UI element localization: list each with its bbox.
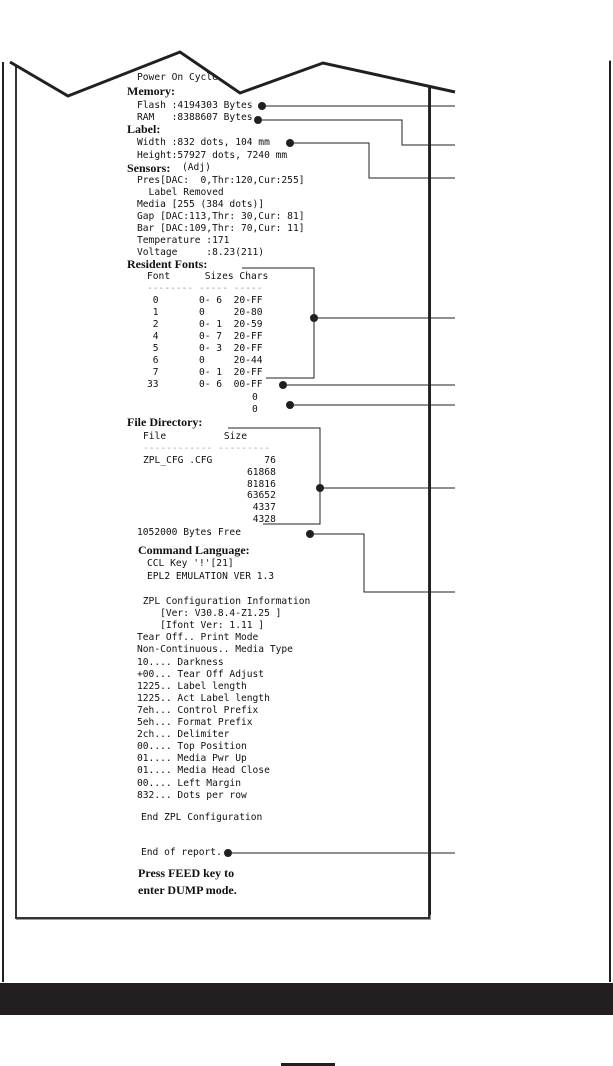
fonts-bracket — [242, 267, 315, 379]
bytes-free: 1052000 Bytes Free — [137, 527, 241, 538]
callout-ram — [258, 119, 455, 146]
ram-line: RAM :8388607 Bytes — [137, 112, 253, 123]
zpl-config-line: 01.... Media Pwr Up — [137, 753, 247, 765]
zpl-config-line: 00.... Top Position — [137, 741, 247, 753]
fonts-rule: -------- ----- ----- — [147, 283, 263, 294]
font-row: 7 0- 1 20-FF — [147, 367, 263, 378]
fonts-header: Resident Fonts: — [127, 257, 208, 271]
file-row: 63652 — [143, 490, 276, 502]
zpl-config-line: 01.... Media Head Close — [137, 765, 270, 777]
callout-dot — [286, 401, 294, 409]
zpl-config-line: 00.... Left Margin — [137, 777, 241, 789]
font-row: 1 0 20-80 — [147, 307, 263, 318]
sensor-line: Temperature :171 — [137, 235, 230, 246]
zpl-config-line: [Ifont Ver: 1.11 ] — [137, 620, 265, 632]
callout-dot — [316, 484, 324, 492]
sensor-line: Media [255 (384 dots)] — [137, 199, 265, 210]
callout-dot — [279, 381, 287, 389]
memory-header: Memory: — [127, 84, 175, 98]
sensor-line: Label Removed — [137, 187, 224, 198]
page-number-bar — [281, 1063, 335, 1066]
zpl-config-line: Tear Off.. Print Mode — [137, 632, 259, 644]
file-row: 61868 — [143, 466, 276, 478]
callout-dot — [258, 102, 266, 110]
zpl-config-line: 7eh... Control Prefix — [137, 704, 259, 716]
height-line: Height:57927 dots, 7240 mm — [137, 150, 288, 161]
sensor-line: Gap [DAC:113,Thr: 30,Cur: 81] — [137, 211, 305, 222]
zpl-config-line: Non-Continuous.. Media Type — [137, 644, 293, 656]
font-row: 6 0 20-44 — [147, 355, 263, 366]
width-line: Width :832 dots, 104 mm — [137, 137, 270, 148]
fonts-extra-2: 0 — [252, 404, 258, 415]
file-row: 4328 — [143, 514, 276, 525]
font-row: 0 0- 6 20-FF — [147, 295, 263, 306]
config-printout — [15, 50, 430, 919]
sensor-line: Voltage :8.23(211) — [137, 247, 265, 258]
zpl-config-line: 1225.. Label length — [137, 680, 247, 692]
files-bracket — [228, 427, 321, 525]
label-header: Label: — [127, 122, 161, 136]
torn-edge-line — [9, 50, 456, 98]
callout-dot — [254, 116, 262, 124]
command-language-header: Command Language: — [138, 543, 250, 557]
callout-dot — [286, 139, 294, 147]
zpl-config-line: ZPL Configuration Information — [137, 596, 311, 607]
dump-mode-line-1: Press FEED key to — [138, 866, 235, 880]
sensors-header: Sensors: — [127, 161, 171, 175]
zpl-config-line: 2ch... Delimiter — [137, 729, 230, 741]
callout-bytes-free — [310, 533, 455, 593]
fonts-columns: Font Sizes Chars — [147, 271, 269, 282]
zpl-config-line: 1225.. Act Label length — [137, 692, 270, 704]
torn-paper-edge — [0, 0, 613, 96]
font-row: 4 0- 7 20-FF — [147, 331, 263, 342]
files-columns: File Size — [143, 431, 247, 442]
sensor-line: Bar [DAC:109,Thr: 70,Cur: 11] — [137, 223, 305, 234]
footer-band — [0, 983, 613, 1015]
zpl-end: End ZPL Configuration — [141, 812, 263, 823]
callout-dot — [224, 849, 232, 857]
sensors-adj: (Adj) — [182, 162, 211, 173]
dump-mode-line-2: enter DUMP mode. — [138, 883, 237, 897]
zpl-config-line: +00... Tear Off Adjust — [137, 668, 265, 680]
file-row: 4337 — [143, 502, 276, 514]
file-row: ZPL_CFG .CFG 76 — [143, 455, 276, 466]
zpl-config-line: 832... Dots per row — [137, 789, 247, 801]
power-on-cycles: Power On Cycles — [137, 72, 224, 83]
font-row: 5 0- 3 20-FF — [147, 343, 263, 354]
zpl-config-line: [Ver: V30.8.4-Z1.25 ] — [137, 608, 282, 620]
callout-label — [290, 142, 455, 179]
fonts-extra-1: 0 — [252, 392, 258, 403]
end-of-report: End of report. — [141, 847, 222, 858]
file-row: 81816 — [143, 478, 276, 490]
files-rule: ------------ --------- — [143, 443, 271, 454]
font-row: 2 0- 1 20-59 — [147, 319, 263, 330]
flash-line: Flash :4194303 Bytes — [137, 100, 253, 111]
callout-dot — [306, 530, 314, 538]
zpl-config-line: 10.... Darkness — [137, 656, 224, 668]
sensor-line: Pres[DAC: 0,Thr:120,Cur:255] — [137, 175, 305, 186]
font-row: 33 0- 6 00-FF — [147, 379, 263, 390]
callout-dot — [310, 314, 318, 322]
ccl-key: CCL Key '!'[21] — [147, 558, 234, 569]
files-header: File Directory: — [127, 415, 203, 429]
epl2-version: EPL2 EMULATION VER 1.3 — [147, 571, 275, 582]
zpl-config-line: 5eh... Format Prefix — [137, 717, 253, 728]
